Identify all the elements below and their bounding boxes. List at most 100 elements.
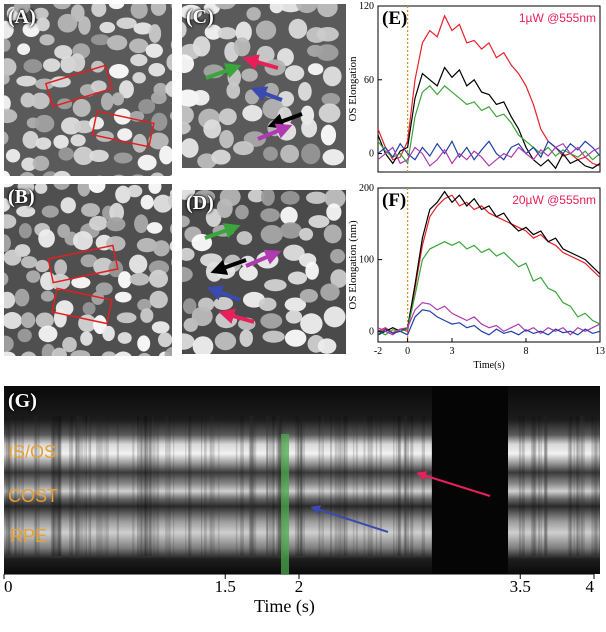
photoreceptor-cone [89,116,104,130]
texture-streak [173,416,175,556]
photoreceptor-cone [99,21,116,34]
texture-streak [370,416,373,556]
photoreceptor-cone [256,45,275,64]
panel-g-x-axis: 0 1.5 2 3.5 4 Time (s) [0,574,606,632]
texture-streak [404,416,407,556]
photoreceptor-cone [298,82,312,101]
photoreceptor-cone [138,352,151,356]
texture-streak [139,416,142,556]
texture-streak [573,416,576,556]
texture-streak [544,416,547,556]
texture-streak [278,416,281,556]
texture-streak [79,416,84,556]
photoreceptor-cone [35,78,55,90]
photoreceptor-cone [216,198,233,219]
missing-data-gap [432,386,508,574]
panel-label: (C) [186,6,214,28]
photoreceptor-cone [72,98,91,117]
texture-streak [50,416,55,556]
photoreceptor-cone [182,21,187,38]
texture-streak [54,416,57,556]
photoreceptor-cone [308,215,330,229]
texture-streak [355,416,358,556]
texture-streak [330,416,333,556]
photoreceptor-cone [305,191,328,204]
photoreceptor-cone [118,271,132,289]
texture-streak [14,416,17,556]
photoreceptor-cone [54,259,68,276]
roi-rectangle [44,64,114,108]
texture-streak [567,416,572,556]
magenta-arrow [245,249,282,268]
photoreceptor-cone [140,308,154,323]
texture-streak [53,416,55,556]
layer-label-is-os: IS/OS [8,442,57,462]
texture-streak [397,416,402,556]
photoreceptor-cone [80,331,93,346]
chart-title: 20µW @555nm [512,193,596,207]
photoreceptor-cone [78,16,91,35]
photoreceptor-cone [148,62,166,77]
texture-streak [272,416,274,556]
photoreceptor-cone [72,231,93,251]
photoreceptor-cone [260,208,280,222]
texture-streak [352,416,355,556]
photoreceptor-cone [170,223,172,235]
texture-streak [149,416,152,556]
photoreceptor-cone [182,215,190,228]
texture-streak [132,416,135,556]
texture-streak [407,416,409,556]
photoreceptor-cone [218,108,237,126]
texture-streak [218,416,220,556]
texture-streak [51,416,56,556]
photoreceptor-cone [322,149,345,166]
photoreceptor-cone [4,38,11,52]
panel-label: (A) [8,6,36,28]
photoreceptor-cone [130,4,148,19]
photoreceptor-cone [91,4,107,17]
photoreceptor-cone [191,90,210,106]
photoreceptor-cone [149,290,168,309]
photoreceptor-cone [326,203,342,221]
photoreceptor-cone [108,64,129,79]
texture-streak [137,416,140,556]
texture-streak [77,416,81,556]
texture-streak [88,416,91,556]
photoreceptor-cone [323,66,342,87]
photoreceptor-cone [165,80,172,98]
photoreceptor-cone [22,22,40,38]
x-tick-label: 3 [450,346,455,357]
panel-label: (E) [382,8,407,29]
photoreceptor-cone [51,347,67,356]
photoreceptor-cone [235,204,249,220]
photoreceptor-cone [134,214,149,234]
texture-streak [343,416,346,556]
texture-streak [577,416,580,556]
texture-streak [6,416,10,556]
green-arrow [204,223,241,240]
photoreceptor-cone [39,34,55,46]
y-tick-label: 120 [359,1,374,12]
photoreceptor-cone [320,124,337,146]
photoreceptor-cone [261,190,275,206]
y-tick-label: 200 [359,183,374,194]
photoreceptor-cone [19,171,35,176]
photoreceptor-cone [170,40,172,50]
photoreceptor-cone [17,184,35,195]
photoreceptor-cone [38,229,55,248]
texture-streak [540,416,542,556]
photoreceptor-cone [34,114,55,133]
green-arrow [205,63,242,80]
texture-streak [140,416,143,556]
panel-label: (G) [8,390,37,412]
texture-streak [521,416,525,556]
photoreceptor-cone [113,152,133,164]
photoreceptor-cone [150,172,164,176]
photoreceptor-cone [106,35,128,51]
roi-rectangle [47,244,119,284]
photoreceptor-cone [217,27,237,40]
photoreceptor-cone [151,321,170,334]
photoreceptor-cone [182,333,195,350]
photoreceptor-cone [132,72,146,84]
